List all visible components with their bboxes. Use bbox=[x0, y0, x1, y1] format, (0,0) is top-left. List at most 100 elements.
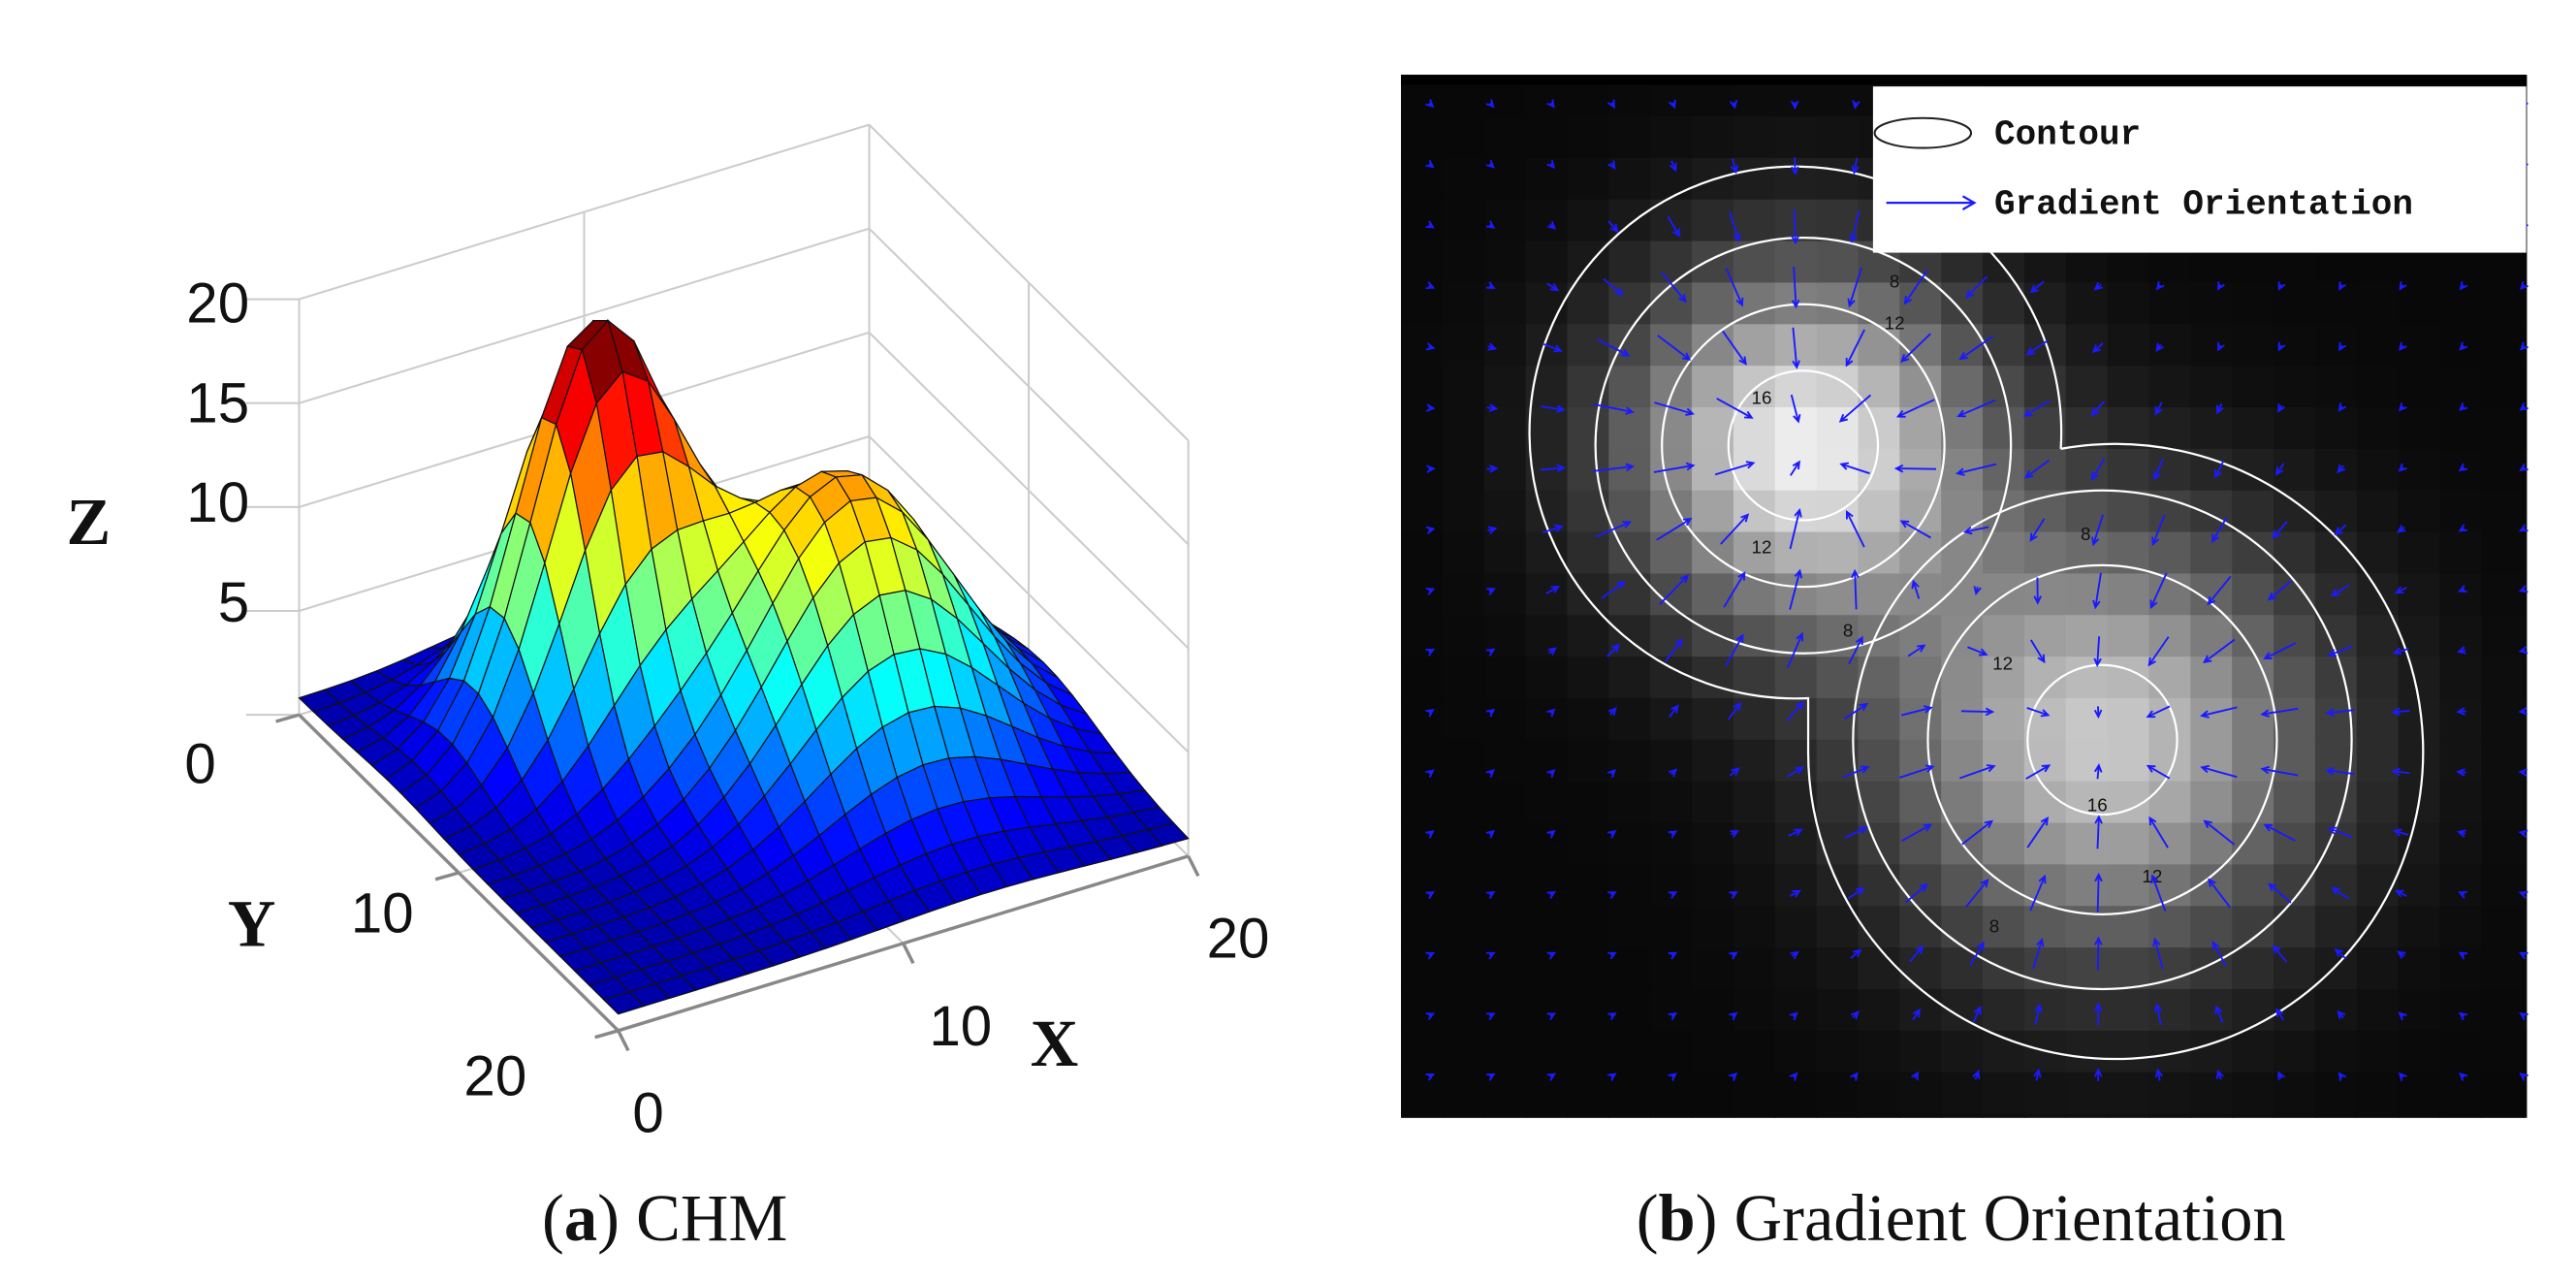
image-pixel bbox=[2232, 324, 2274, 368]
image-pixel bbox=[1650, 781, 1693, 824]
legend-contour-icon bbox=[1873, 116, 1973, 149]
gradient-arrow bbox=[2263, 642, 2297, 659]
gradient-arrow bbox=[2025, 764, 2051, 780]
image-pixel bbox=[1401, 116, 1444, 159]
image-pixel bbox=[1733, 324, 1776, 368]
image-pixel bbox=[1692, 490, 1734, 533]
image-pixel bbox=[2356, 947, 2400, 990]
image-pixel bbox=[1608, 366, 1652, 408]
gradient-arrow bbox=[1844, 826, 1868, 839]
image-pixel bbox=[2274, 1113, 2316, 1118]
gradient-arrow bbox=[1607, 891, 1617, 899]
gradient-arrow bbox=[2260, 765, 2299, 777]
gradient-arrow bbox=[1839, 462, 1870, 475]
image-pixel bbox=[1483, 988, 1527, 1032]
image-pixel bbox=[2314, 490, 2358, 533]
image-pixel bbox=[2107, 282, 2150, 326]
gradient-arrow bbox=[2518, 585, 2528, 593]
image-pixel bbox=[1401, 366, 1444, 408]
contour-label: 8 bbox=[1989, 916, 1999, 937]
gradient-arrow bbox=[1486, 403, 1499, 412]
image-pixel bbox=[1442, 739, 1485, 783]
gradient-arrow bbox=[1487, 342, 1498, 351]
gradient-arrow bbox=[1786, 766, 1805, 778]
gradient-arrow bbox=[1425, 1012, 1436, 1021]
gradient-arrow bbox=[1425, 587, 1436, 595]
gradient-arrow bbox=[2337, 341, 2347, 352]
gradient-arrow bbox=[1850, 948, 1862, 959]
image-pixel bbox=[2190, 406, 2234, 450]
gradient-arrow bbox=[2029, 280, 2045, 294]
image-pixel bbox=[1567, 116, 1610, 159]
image-pixel bbox=[1899, 282, 1943, 326]
gradient-arrow bbox=[1729, 891, 1738, 899]
gradient-arrow bbox=[2151, 514, 2166, 547]
gradient-arrow bbox=[1791, 267, 1800, 309]
image-pixel bbox=[1858, 324, 1901, 368]
image-pixel bbox=[1401, 324, 1444, 368]
gradient-arrow bbox=[2263, 823, 2296, 842]
gradient-arrow bbox=[2029, 639, 2046, 664]
image-pixel bbox=[1650, 906, 1693, 948]
caption-text: ) CHM bbox=[597, 1181, 787, 1255]
image-pixel bbox=[1650, 988, 1693, 1032]
image-pixel bbox=[1733, 1113, 1776, 1118]
image-pixel bbox=[1733, 781, 1776, 824]
gradient-arrow bbox=[2398, 1072, 2407, 1081]
gradient-arrow bbox=[1425, 951, 1436, 960]
gradient-arrow bbox=[1955, 463, 1997, 476]
image-pixel bbox=[1525, 1030, 1569, 1073]
gradient-arrow bbox=[1729, 1072, 1738, 1081]
image-pixel bbox=[2065, 573, 2109, 617]
image-pixel bbox=[2107, 490, 2150, 533]
image-pixel bbox=[1733, 1072, 1776, 1115]
gradient-arrow bbox=[2200, 706, 2238, 719]
contour-label: 16 bbox=[1752, 387, 1772, 407]
image-pixel bbox=[2523, 781, 2528, 824]
image-pixel bbox=[1692, 697, 1734, 741]
image-pixel bbox=[2274, 657, 2316, 699]
gradient-arrow bbox=[1425, 403, 1436, 412]
image-pixel bbox=[1733, 531, 1776, 575]
image-pixel bbox=[2232, 697, 2274, 741]
gradient-arrow bbox=[1546, 829, 1556, 839]
image-pixel bbox=[2356, 781, 2400, 824]
image-pixel bbox=[1941, 906, 1984, 948]
gradient-arrow bbox=[1425, 829, 1435, 839]
gradient-arrow bbox=[1668, 1073, 1677, 1081]
image-pixel bbox=[1442, 864, 1485, 908]
image-pixel bbox=[1858, 615, 1901, 657]
image-pixel bbox=[1483, 240, 1527, 284]
gradient-arrow bbox=[1838, 394, 1872, 423]
gradient-arrow bbox=[1545, 585, 1561, 594]
image-pixel bbox=[1816, 947, 1860, 990]
caption-label: a bbox=[564, 1181, 597, 1255]
image-pixel bbox=[1442, 406, 1485, 450]
gradient-arrow bbox=[1653, 462, 1696, 473]
image-pixel bbox=[1733, 406, 1776, 450]
image-pixel bbox=[1692, 1030, 1734, 1073]
gradient-arrow bbox=[1542, 342, 1563, 353]
contour-label: 12 bbox=[1992, 654, 2013, 674]
gradient-arrow bbox=[1668, 99, 1676, 110]
gradient-arrow bbox=[1606, 643, 1621, 657]
gradient-arrow bbox=[1607, 1012, 1617, 1021]
image-pixel bbox=[2148, 781, 2192, 824]
gradient-arrow bbox=[2208, 878, 2231, 909]
image-pixel bbox=[1483, 1030, 1527, 1073]
gradient-arrow bbox=[1790, 460, 1801, 476]
image-pixel bbox=[2148, 366, 2192, 408]
image-pixel bbox=[2274, 697, 2316, 741]
x-tick-label: 20 bbox=[1207, 907, 1270, 970]
image-pixel bbox=[1442, 490, 1485, 533]
image-pixel bbox=[2523, 615, 2528, 657]
image-pixel bbox=[2023, 1113, 2067, 1118]
contour bbox=[1926, 563, 2278, 915]
image-pixel bbox=[1983, 988, 2025, 1032]
gradient-arrow bbox=[1959, 764, 1996, 780]
axis-line bbox=[434, 871, 460, 881]
image-pixel bbox=[2314, 906, 2358, 948]
image-pixel bbox=[2190, 988, 2234, 1032]
image-pixel bbox=[2356, 573, 2400, 617]
image-pixel bbox=[2398, 988, 2441, 1032]
